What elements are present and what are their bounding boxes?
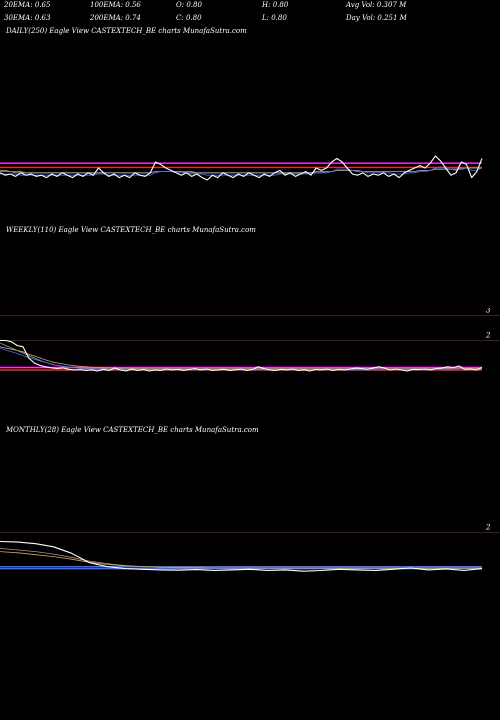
weekly-chart: 32	[0, 308, 500, 372]
daily-ema-line-1	[0, 167, 482, 174]
monthly-chart: 2	[0, 524, 500, 572]
ema20-stat: 20EMA: 0.65	[4, 1, 51, 9]
monthly-chart-title: MONTHLY(28) Eagle View CASTEXTECH_BE cha…	[6, 426, 259, 434]
monthly-ema-line-0	[0, 548, 482, 569]
weekly-ema-line-1	[0, 346, 482, 370]
weekly-tick-label-1: 2	[485, 332, 491, 340]
ema200-stat: 200EMA: 0.74	[90, 14, 141, 22]
ema30-stat: 30EMA: 0.63	[4, 14, 51, 22]
avg-vol-stat: Avg Vol: 0.307 M	[346, 1, 407, 9]
daily-chart	[0, 155, 483, 181]
ema100-stat: 100EMA: 0.56	[90, 1, 141, 9]
daily-price-line	[0, 155, 483, 181]
high-stat: H: 0.80	[262, 1, 289, 9]
monthly-ema-line-1	[0, 551, 482, 569]
day-vol-stat: Day Vol: 0.251 M	[346, 14, 407, 22]
daily-chart-title: DAILY(250) Eagle View CASTEXTECH_BE char…	[6, 27, 247, 35]
weekly-ema-line-2	[0, 347, 483, 371]
close-stat: C: 0.80	[176, 14, 202, 22]
open-stat: O: 0.80	[176, 1, 202, 9]
weekly-tick-label-0: 3	[486, 308, 491, 315]
monthly-price-line	[0, 540, 483, 572]
header-stats: 20EMA: 0.65 100EMA: 0.56 O: 0.80 H: 0.80…	[4, 1, 500, 35]
weekly-price-line	[0, 339, 483, 372]
monthly-tick-label-0: 2	[485, 524, 491, 532]
low-stat: L: 0.80	[262, 14, 287, 22]
weekly-chart-title: WEEKLY(110) Eagle View CASTEXTECH_BE cha…	[6, 226, 256, 234]
